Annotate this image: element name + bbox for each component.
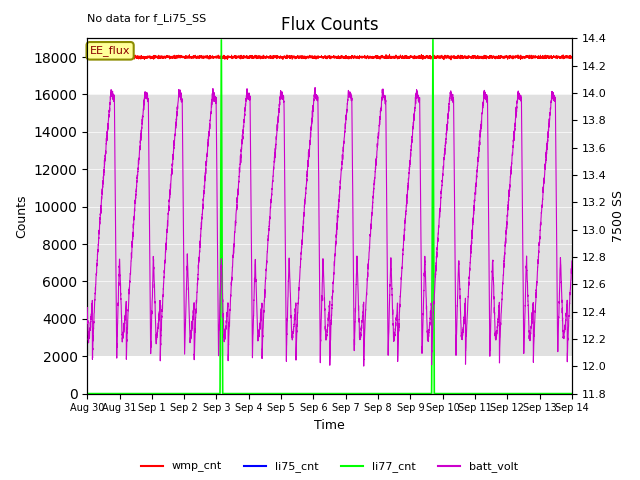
Legend: wmp_cnt, li75_cnt, li77_cnt, batt_volt: wmp_cnt, li75_cnt, li77_cnt, batt_volt (136, 457, 523, 477)
Text: EE_flux: EE_flux (90, 45, 131, 56)
X-axis label: Time: Time (314, 419, 345, 432)
Y-axis label: Counts: Counts (15, 194, 28, 238)
Bar (87, 95, 572, 356)
Text: No data for f_Li75_SS: No data for f_Li75_SS (87, 13, 207, 24)
Y-axis label: 7500 SS: 7500 SS (612, 190, 625, 242)
Title: Flux Counts: Flux Counts (281, 16, 378, 34)
